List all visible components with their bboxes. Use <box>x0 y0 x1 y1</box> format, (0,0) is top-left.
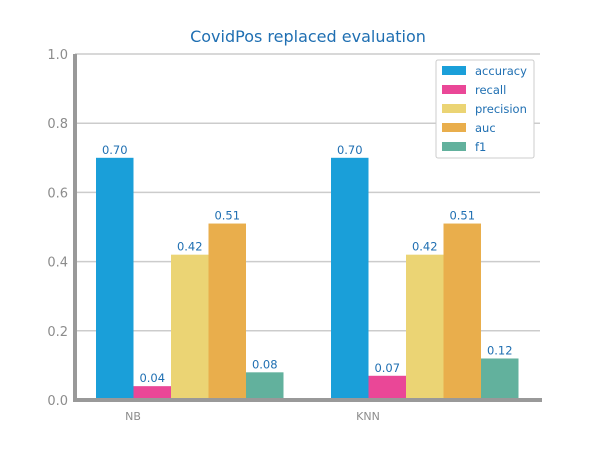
bar-f1-nb <box>246 372 284 400</box>
y-tick-label: 0.6 <box>47 186 68 201</box>
x-tick-label: NB <box>125 410 141 423</box>
legend-label-auc: auc <box>475 121 496 135</box>
legend-swatch-f1 <box>442 142 466 151</box>
data-label: 0.08 <box>252 357 278 371</box>
data-label: 0.12 <box>487 343 513 357</box>
x-axis-ticks: NB KNN <box>125 410 380 423</box>
data-label: 0.51 <box>449 209 475 223</box>
x-tick-label: KNN <box>356 410 380 423</box>
legend-swatch-precision <box>442 104 466 113</box>
bar-precision-knn <box>406 254 444 400</box>
bar-accuracy-knn <box>331 157 369 400</box>
legend-swatch-accuracy <box>442 66 466 75</box>
bar-precision-nb <box>171 254 209 400</box>
chart-title: CovidPos replaced evaluation <box>190 27 426 46</box>
bar-recall-nb <box>133 386 171 400</box>
bar-recall-knn <box>368 375 406 400</box>
y-tick-label: 0.8 <box>47 117 68 132</box>
data-label: 0.07 <box>374 361 400 375</box>
legend-box <box>435 59 535 159</box>
legend-label-f1: f1 <box>475 140 486 154</box>
data-label: 0.70 <box>337 143 363 157</box>
data-label: 0.51 <box>214 209 240 223</box>
bar-auc-nb <box>208 223 246 400</box>
bar-accuracy-nb <box>96 157 134 400</box>
data-label: 0.04 <box>139 371 165 385</box>
legend-label-accuracy: accuracy <box>475 64 527 78</box>
legend-label-precision: precision <box>475 102 527 116</box>
legend-swatch-auc <box>442 123 466 132</box>
data-label: 0.42 <box>412 240 438 254</box>
y-axis-ticks: 0.0 0.2 0.4 0.6 0.8 1.0 <box>47 48 68 409</box>
y-tick-label: 0.0 <box>47 394 68 409</box>
legend-label-recall: recall <box>475 83 506 97</box>
y-tick-label: 0.2 <box>47 325 68 340</box>
y-tick-label: 1.0 <box>47 48 68 63</box>
axes <box>73 54 542 402</box>
data-label: 0.70 <box>102 143 128 157</box>
data-label: 0.42 <box>177 240 203 254</box>
bars: 0.70 0.04 0.42 0.51 0.08 0.70 0.07 0.42 0.51 0.12 <box>96 143 519 400</box>
bar-f1-knn <box>481 358 519 400</box>
y-tick-label: 0.4 <box>47 256 68 271</box>
legend-swatch-recall <box>442 85 466 94</box>
legend: accuracy recall precision auc f1 <box>435 59 535 159</box>
bar-auc-knn <box>443 223 481 400</box>
